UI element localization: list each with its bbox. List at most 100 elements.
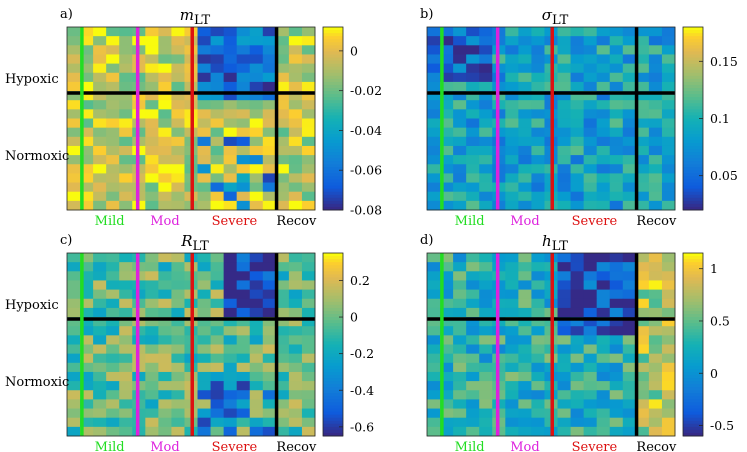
heatmap-cell <box>635 362 650 373</box>
colorbar-segment <box>323 393 343 397</box>
heatmap-cell <box>223 271 238 281</box>
title-variable: h <box>542 232 552 250</box>
heatmap-cell <box>210 36 225 46</box>
heatmap-cell <box>661 317 676 327</box>
heatmap-cell <box>236 36 251 46</box>
colorbar-segment <box>323 265 343 269</box>
heatmap-cell <box>648 81 663 92</box>
heatmap-cell <box>466 417 480 428</box>
heatmap-cell <box>262 417 277 428</box>
heatmap-cell <box>479 136 493 147</box>
heatmap-cell <box>635 326 650 336</box>
colorbar-segment <box>323 164 343 168</box>
colorbar-segment <box>683 326 703 330</box>
heatmap-cell <box>197 118 211 129</box>
heatmap-cell <box>518 381 532 391</box>
heatmap-cell <box>236 353 251 364</box>
heatmap-cell <box>583 289 598 300</box>
heatmap-cell <box>106 45 120 55</box>
colorbar-segment <box>323 335 343 339</box>
heatmap-cell <box>583 271 598 281</box>
heatmap-cell <box>106 155 120 165</box>
heatmap-cell <box>275 317 290 327</box>
heatmap-cell <box>427 136 441 147</box>
heatmap-cell <box>479 289 493 300</box>
heatmap-cell <box>531 81 545 92</box>
heatmap-cell <box>67 381 81 391</box>
heatmap-cell <box>557 182 571 193</box>
heatmap-cell <box>427 54 441 64</box>
row-label-normoxic: Normoxic <box>5 149 69 164</box>
heatmap-cell <box>648 417 663 428</box>
heatmap-cell <box>609 109 624 119</box>
heatmap-cell <box>301 127 316 138</box>
heatmap-cell <box>557 63 571 74</box>
heatmap-cell <box>648 326 663 336</box>
colorbar-segment <box>323 356 343 361</box>
colorbar-segment <box>323 133 343 138</box>
heatmap-cell <box>661 307 676 318</box>
heatmap-cell <box>440 344 454 355</box>
heatmap-cell <box>531 362 545 373</box>
heatmap-cell <box>288 271 303 281</box>
heatmap-cell <box>505 353 519 364</box>
heatmap-cell <box>93 280 107 290</box>
heatmap-cell <box>80 63 94 74</box>
colorbar-segment <box>323 185 343 190</box>
colorbar-segment <box>683 368 703 373</box>
heatmap-cell <box>171 289 185 300</box>
heatmap-cell <box>635 145 650 156</box>
heatmap-cell <box>479 127 493 138</box>
heatmap-cell <box>570 399 585 409</box>
heatmap-cell <box>106 164 120 174</box>
heatmap-cell <box>145 109 159 119</box>
heatmap-cell <box>531 381 545 391</box>
heatmap-cell <box>80 91 94 101</box>
colorbar-segment <box>683 420 703 425</box>
heatmap-cell <box>518 100 532 110</box>
heatmap-cell <box>262 118 277 129</box>
heatmap-cell <box>635 408 650 419</box>
heatmap-cell <box>609 164 624 174</box>
heatmap-cell <box>210 145 225 156</box>
heatmap-cell <box>453 408 467 419</box>
heatmap-cell <box>583 72 598 83</box>
colorbar-segment <box>683 200 703 205</box>
heatmap-cell <box>223 307 238 318</box>
heatmap-cell <box>262 280 277 290</box>
heatmap-cell <box>479 280 493 290</box>
colorbar-segment <box>683 118 703 123</box>
heatmap-cell <box>275 200 290 211</box>
heatmap-cell <box>158 371 172 382</box>
heatmap-cell <box>158 109 172 119</box>
heatmap-cell <box>93 45 107 55</box>
row-label-normoxic: Normoxic <box>5 375 69 390</box>
heatmap-cell <box>427 326 441 336</box>
heatmap-cell <box>80 271 94 281</box>
heatmap-cell <box>171 390 185 400</box>
heatmap-cell <box>171 426 185 437</box>
heatmap-cell <box>531 371 545 382</box>
heatmap-cell <box>518 399 532 409</box>
heatmap-cell <box>570 173 585 183</box>
heatmap-cell <box>301 91 316 101</box>
heatmap-cell <box>119 426 133 437</box>
heatmap-cell <box>505 381 519 391</box>
heatmap-cell <box>453 426 467 437</box>
heatmap-cell <box>262 335 277 345</box>
heatmap-cell <box>661 136 676 147</box>
heatmap-cell <box>557 298 571 309</box>
heatmap-cell <box>67 390 81 400</box>
heatmap-cell <box>249 307 264 318</box>
heatmap-cell <box>635 63 650 74</box>
heatmap-cell <box>531 63 545 74</box>
heatmap-cell <box>531 191 545 202</box>
heatmap-cell <box>301 390 316 400</box>
colorbar-segment <box>683 259 703 263</box>
heatmap-cell <box>67 191 81 202</box>
heatmap-cell <box>93 27 107 37</box>
heatmap-cell <box>288 164 303 174</box>
heatmap-cell <box>197 173 211 183</box>
heatmap-cell <box>106 200 120 211</box>
title-subscript: LT <box>194 13 211 28</box>
